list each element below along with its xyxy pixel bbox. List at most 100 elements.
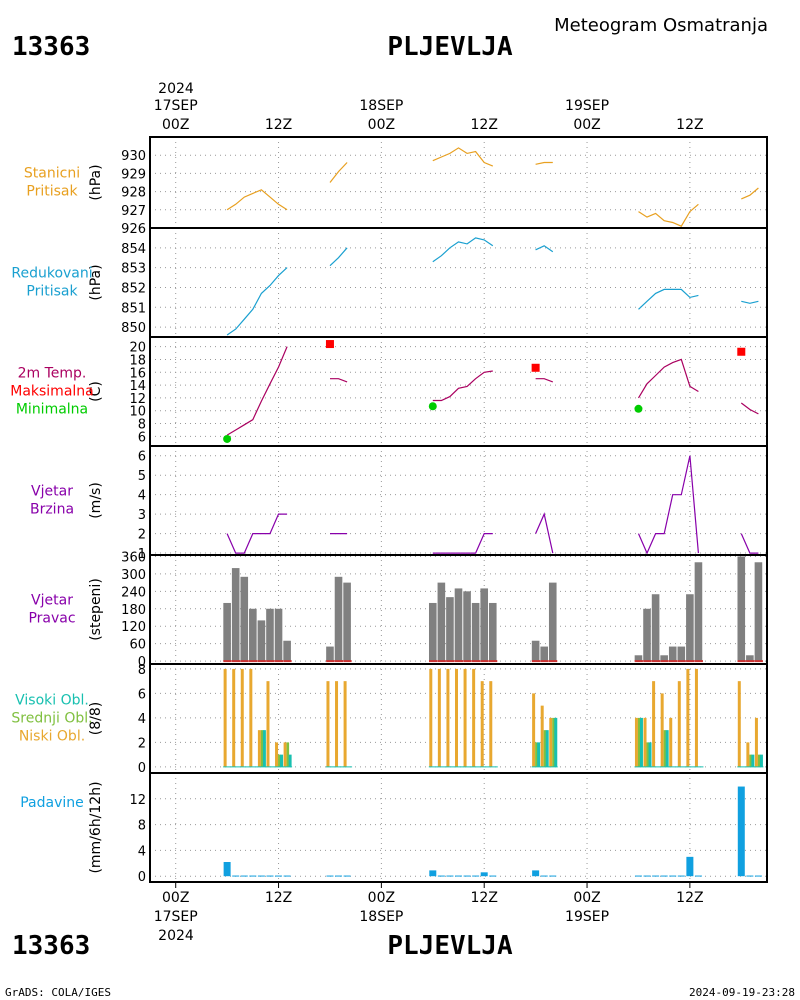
panel-reduced-pressure [150, 228, 767, 337]
winddir-bar [660, 655, 668, 662]
panel-frame [149, 445, 768, 556]
y-tick-label: 360 [121, 550, 146, 565]
winddir-bar [471, 602, 480, 662]
mid-cloud-bar [757, 754, 761, 767]
y-tick-label: 4 [138, 712, 146, 727]
precip-bar [540, 875, 548, 877]
high-cloud-bar [751, 754, 755, 767]
time-tick-label-bottom: 12Z [471, 890, 498, 906]
low-cloud-bar [686, 668, 690, 767]
y-tick-label: 928 [121, 186, 146, 201]
panel-wind-speed [150, 446, 767, 555]
low-cloud-bar [275, 742, 279, 767]
mid-cloud-bar [286, 742, 290, 767]
precip-bar [283, 875, 291, 877]
low-cloud-bar [343, 681, 347, 767]
panel-station-pressure [150, 137, 767, 228]
low-cloud-bar [240, 668, 244, 767]
winddir-bar [266, 608, 274, 662]
high-cloud-bar [545, 730, 549, 767]
high-cloud-bar [639, 717, 643, 767]
winddir-bar [274, 608, 283, 662]
y-tick-label: 3 [138, 508, 146, 523]
panel-label: Niski Obl. [19, 729, 85, 745]
panel-label: Vjetar [31, 484, 73, 500]
y-tick-label: 8 [138, 418, 146, 433]
y-tick-label: 240 [121, 585, 146, 600]
panel-label: Visoki Obl. [15, 693, 89, 709]
y-tick-label: 8 [138, 819, 146, 834]
winddir-bar [488, 602, 497, 662]
mid-cloud-bar [552, 717, 555, 767]
precip-bar [429, 870, 437, 877]
high-cloud-bar [554, 717, 558, 767]
precip-bar [437, 875, 445, 877]
winddir-bar [754, 562, 763, 662]
precip-bar [335, 875, 343, 877]
low-cloud-bar [223, 668, 227, 767]
precip-bar [326, 875, 334, 877]
low-cloud-bar [669, 717, 673, 767]
winddir-bar [326, 646, 334, 662]
tmin-marker [223, 434, 232, 443]
low-cloud-bar [437, 668, 441, 767]
y-tick-label: 12 [129, 793, 146, 808]
winddir-bar [737, 556, 746, 662]
precip-bar [677, 875, 685, 877]
time-tick-label-top: 12Z [471, 117, 498, 133]
precip-bar [746, 875, 754, 877]
time-tick-label-top: 12Z [265, 117, 292, 133]
high-cloud-bar [537, 742, 541, 767]
low-cloud-bar [326, 681, 330, 767]
winddir-bar [540, 646, 548, 662]
panel-label: Padavine [20, 795, 84, 811]
precip-bar [532, 870, 540, 877]
date-label-bottom: 18SEP [359, 909, 403, 925]
precip-bar [634, 875, 642, 877]
precip-bar [737, 786, 745, 877]
precip-bar [652, 875, 660, 877]
winddir-bar [463, 591, 471, 662]
time-tick-label-top: 00Z [368, 117, 395, 133]
series-line [535, 161, 553, 165]
panel-label: Pritisak [26, 184, 78, 200]
low-cloud-bar [677, 681, 681, 767]
precip-bar [240, 875, 248, 877]
y-tick-label: 2 [138, 736, 146, 751]
winddir-bar [437, 582, 446, 662]
mid-cloud-bar [663, 730, 667, 767]
panel-label: Srednji Obl. [11, 711, 92, 727]
high-cloud-bar [288, 754, 292, 767]
panel-cloud-cover [150, 664, 767, 773]
low-cloud-bar [737, 681, 741, 767]
low-cloud-bar [335, 681, 339, 767]
panel-label: Redukovani [11, 266, 92, 282]
year-label-bottom: 2024 [158, 928, 194, 944]
panel-label: Pravac [28, 611, 75, 627]
y-tick-label: 1 [138, 547, 146, 562]
year-label-top: 2024 [158, 81, 194, 97]
series-line [330, 378, 348, 383]
date-label-top: 19SEP [565, 98, 609, 114]
y-tick-label: 6 [138, 430, 146, 445]
mid-cloud-bar [646, 742, 650, 767]
winddir-bar [257, 620, 266, 662]
y-unit-label: (hPa) [88, 264, 104, 300]
low-cloud-bar [232, 668, 236, 767]
series-line [740, 533, 759, 554]
precip-bar [669, 875, 677, 877]
low-cloud-bar [754, 717, 758, 767]
series-line [740, 402, 759, 415]
series-line [637, 358, 699, 399]
y-tick-label: 180 [121, 603, 146, 618]
y-tick-label: 852 [121, 281, 146, 296]
panel-label: Vjetar [31, 593, 73, 609]
date-label-top: 17SEP [154, 98, 198, 114]
y-tick-label: 12 [129, 392, 146, 407]
low-cloud-bar [643, 717, 647, 767]
low-cloud-bar [455, 668, 458, 767]
date-label-top: 18SEP [359, 98, 403, 114]
series-line [637, 455, 699, 555]
precip-bar [257, 875, 265, 877]
winddir-bar [249, 608, 257, 662]
